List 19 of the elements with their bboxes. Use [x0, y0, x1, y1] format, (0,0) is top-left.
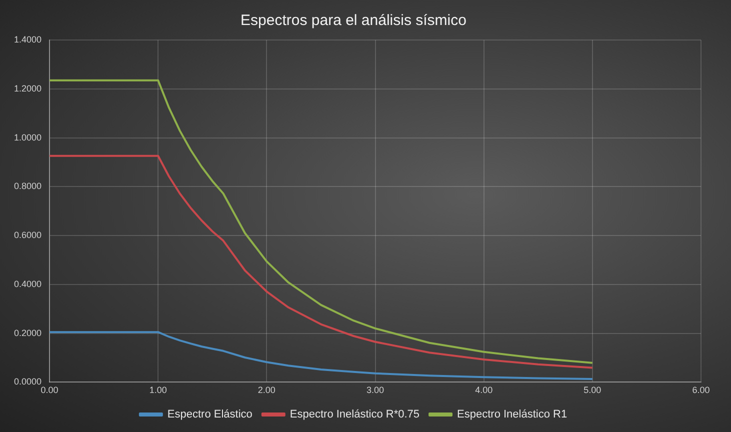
y-tick-label: 0.4000: [14, 278, 42, 289]
y-tick-label: 0.8000: [14, 181, 42, 192]
x-tick-label: 2.00: [258, 385, 276, 396]
legend-label: Espectro Elástico: [167, 408, 252, 421]
legend-label: Espectro Inelástico R1: [457, 408, 568, 421]
y-tick-label: 1.0000: [14, 132, 42, 142]
x-tick-label: 1.00: [149, 385, 167, 396]
legend-label: Espectro Inelástico R*0.75: [290, 408, 420, 421]
y-tick-label: 1.2000: [14, 83, 42, 94]
x-tick-label: 0.00: [40, 385, 58, 396]
x-tick-label: 3.00: [366, 385, 384, 396]
x-tick-label: 4.00: [475, 385, 493, 396]
y-tick-label: 0.2000: [14, 328, 42, 338]
y-tick-label: 1.4000: [14, 34, 42, 44]
y-tick-label: 0.0000: [14, 376, 42, 387]
x-tick-label: 6.00: [692, 385, 710, 396]
y-tick-label: 0.6000: [14, 230, 42, 240]
chart-title: Espectros para el análisis sísmico: [240, 12, 466, 30]
x-tick-label: 5.00: [584, 385, 602, 396]
